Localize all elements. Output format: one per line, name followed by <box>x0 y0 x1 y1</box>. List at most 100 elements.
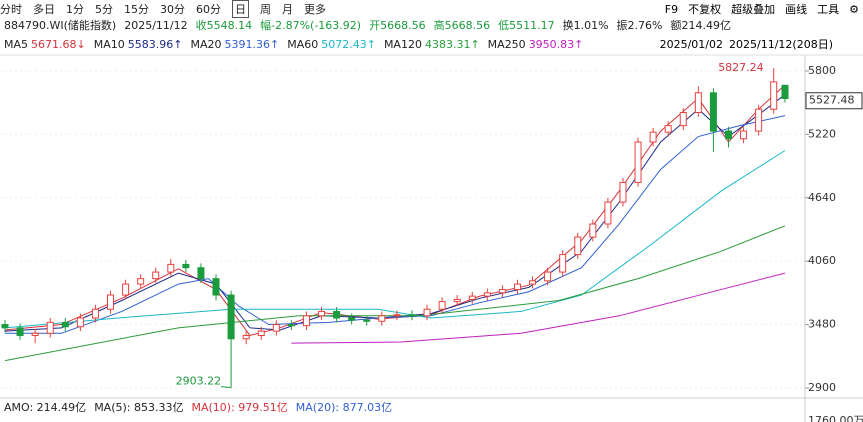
tool-menu: F9 不复权 超级叠加 画线 工具 ⚙ <box>655 0 859 18</box>
candle-body <box>272 324 280 332</box>
period-button[interactable]: 日 <box>232 0 249 18</box>
period-toolbar: 分时 多日 1分 5分 15分 30分 60分日周月更多 <box>0 0 863 18</box>
candle-body <box>664 125 672 133</box>
y-tick-label: 4640 <box>808 191 836 204</box>
ma-value: 5072.43↑ <box>321 37 376 51</box>
candle-body <box>781 84 789 99</box>
candle-body <box>468 295 476 300</box>
candle-body <box>167 263 175 273</box>
candle-body <box>498 289 506 294</box>
quote-field: 换1.01% <box>562 19 609 32</box>
candle-body <box>438 301 446 310</box>
candle-body <box>227 294 235 340</box>
quote-field: 开5668.56 <box>369 19 426 32</box>
candle-body <box>770 81 778 110</box>
period-button[interactable]: 周 <box>260 3 271 16</box>
y-tick-label: 5800 <box>808 64 836 77</box>
quote-field: 幅-2.87%(-163.92) <box>260 19 362 32</box>
tool-button[interactable]: 不复权 <box>688 3 722 16</box>
quote-info: 884790.WI(储能指数) 2025/11/12 收5548.14 幅-2.87%… <box>0 16 863 34</box>
candle-body <box>137 278 145 285</box>
volume-legend-item: MA(5): 853.33亿 <box>94 401 184 414</box>
ma-value: 4383.31↑ <box>424 37 480 51</box>
tool-button[interactable]: F9 <box>664 2 679 16</box>
candle-body <box>348 317 356 321</box>
date-range: 2025/01/02 2025/11/12(208日) <box>654 35 833 53</box>
tool-button[interactable]: 工具 <box>817 3 840 16</box>
max-label: 5827.24 <box>718 61 764 74</box>
period-button[interactable]: 30分 <box>160 3 185 16</box>
min-pointer <box>221 386 232 389</box>
candle-body <box>408 314 416 317</box>
ma-name: MA10 <box>93 37 125 51</box>
ma-value: 5391.36↑ <box>224 37 280 51</box>
candle-body <box>755 108 763 132</box>
candle-body <box>287 324 295 327</box>
quote-field: 高5668.56 <box>433 19 491 32</box>
period-button[interactable]: 5分 <box>95 3 113 16</box>
ma-name: MA60 <box>287 37 319 51</box>
quote-field: 收5548.14 <box>195 19 253 32</box>
candle-body <box>589 223 597 238</box>
ma-name: MA5 <box>4 37 29 51</box>
candle-body <box>363 319 371 322</box>
period-button[interactable]: 多日 <box>33 3 55 16</box>
y-tick-label: 3480 <box>808 318 836 331</box>
tool-button[interactable]: 超级叠加 <box>731 3 776 16</box>
ma-line <box>5 115 786 334</box>
date-range-label: 2025/01/02 <box>659 37 724 51</box>
candle-body <box>453 298 461 303</box>
period-button[interactable]: 更多 <box>304 3 326 16</box>
candle-body <box>122 283 130 296</box>
ma-value: 5671.68↓ <box>31 37 86 51</box>
ma-name: MA20 <box>190 37 222 51</box>
quote-field: 额214.49亿 <box>670 19 731 32</box>
candle-body <box>182 263 190 269</box>
period-button[interactable]: 月 <box>282 3 293 16</box>
quote-field: 低5511.17 <box>498 19 555 32</box>
candle-body <box>76 317 84 328</box>
price-tag: 5527.48 <box>809 94 855 107</box>
candle-body <box>333 310 341 319</box>
period-button[interactable]: 1分 <box>66 3 84 16</box>
tool-button[interactable]: ⚙ <box>849 2 859 16</box>
ma-name: MA120 <box>383 37 422 51</box>
ma-name: MA250 <box>487 37 526 51</box>
candle-body <box>302 315 310 327</box>
quote-field: 2025/11/12 <box>124 18 188 32</box>
candle-body <box>16 327 24 336</box>
candle-body <box>61 321 69 328</box>
candle-body <box>91 308 99 319</box>
candle-body <box>423 308 431 317</box>
candle-body <box>559 254 567 273</box>
tool-button[interactable]: 画线 <box>785 3 808 16</box>
ma-line <box>291 272 786 344</box>
candle-body <box>649 131 657 143</box>
candle-body <box>740 130 748 140</box>
candle-body <box>604 201 612 225</box>
volume-legend-item: AMO: 214.49亿 <box>4 401 87 414</box>
volume-legend-item: MA(10): 979.51亿 <box>191 401 288 414</box>
min-label: 2903.22 <box>176 375 222 388</box>
candle-body <box>197 267 205 280</box>
candle-body <box>694 92 702 113</box>
y-tick-label: 2900 <box>808 381 836 394</box>
date-range-label: 2025/11/12(208日) <box>729 38 833 51</box>
candle-body <box>513 283 521 291</box>
candle-body <box>257 330 265 336</box>
candle-body <box>679 111 687 127</box>
candle-body <box>31 332 39 336</box>
candle-body <box>634 141 642 183</box>
period-button[interactable]: 分时 <box>0 3 22 16</box>
candle-body <box>318 310 326 317</box>
period-button[interactable]: 60分 <box>196 3 221 16</box>
candle-body <box>242 334 250 340</box>
candle-body <box>212 278 220 296</box>
candle-body <box>529 280 537 285</box>
period-button[interactable]: 15分 <box>124 3 149 16</box>
candle-body <box>378 315 386 322</box>
quote-field: 振2.76% <box>616 19 663 32</box>
candle-body <box>152 271 160 280</box>
